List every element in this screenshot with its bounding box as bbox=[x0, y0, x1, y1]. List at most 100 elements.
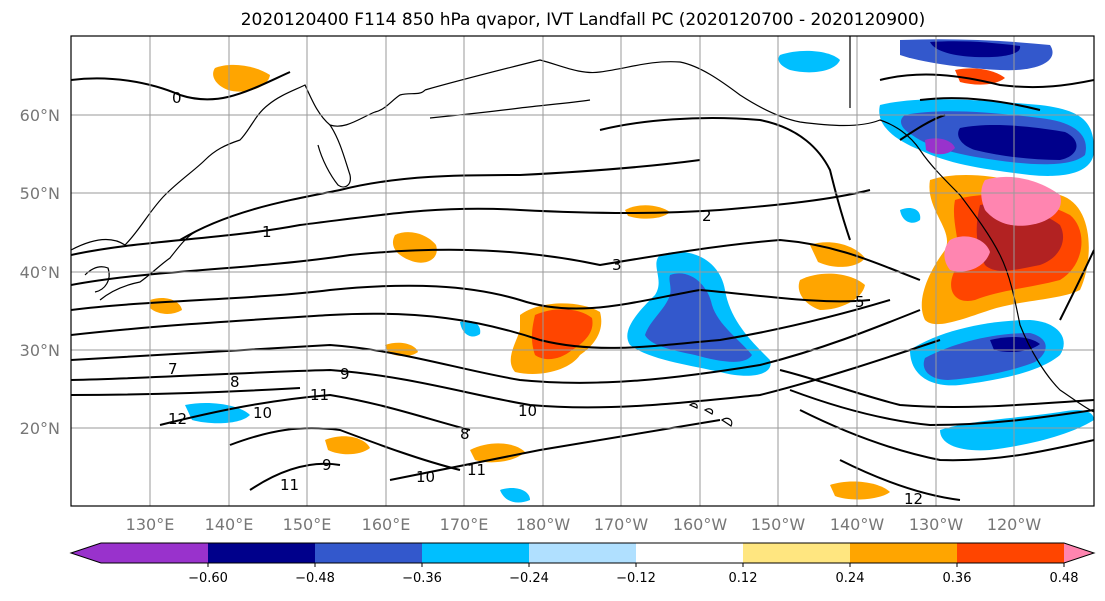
positive-anomaly-patch bbox=[213, 64, 270, 92]
contour-line bbox=[789, 389, 1094, 427]
contour-line bbox=[1059, 249, 1094, 321]
contour-label: 10 bbox=[416, 468, 435, 486]
contour-line bbox=[919, 97, 1041, 111]
colorbar-extension-low bbox=[71, 543, 208, 563]
colorbar-swatch bbox=[422, 543, 530, 563]
contour-line bbox=[71, 309, 921, 384]
contour-line bbox=[599, 117, 851, 241]
negative-anomaly-patch bbox=[925, 138, 955, 155]
negative-anomaly-patch bbox=[958, 125, 1077, 160]
contour-line bbox=[71, 238, 921, 286]
contour-line bbox=[779, 369, 1094, 409]
contour-label: 11 bbox=[280, 476, 299, 494]
korea-coastline bbox=[84, 266, 110, 293]
colorbar: −0.60 −0.48 −0.36 −0.24 −0.12 0.12 0.24 0.36 0.4… bbox=[69, 542, 1096, 586]
contour-lines bbox=[71, 71, 1094, 501]
positive-anomaly-patch bbox=[810, 242, 865, 267]
positive-anomaly-patch bbox=[470, 443, 525, 463]
lon-label: 120°W bbox=[987, 515, 1042, 534]
lat-label: 40°N bbox=[20, 263, 60, 282]
contour-label: 9 bbox=[322, 456, 332, 474]
lat-label: 30°N bbox=[20, 341, 60, 360]
contour-label: 9 bbox=[340, 365, 350, 383]
contour-label: 8 bbox=[230, 373, 240, 391]
contour-line bbox=[229, 427, 461, 471]
negative-anomaly-patch bbox=[900, 208, 921, 223]
contour-label: 7 bbox=[168, 360, 178, 378]
contour-line bbox=[71, 339, 941, 409]
positive-anomaly-patch bbox=[531, 309, 593, 360]
alaska-coastline bbox=[424, 59, 1001, 256]
lon-label: 170°W bbox=[594, 515, 649, 534]
negative-anomaly-patch bbox=[500, 488, 530, 503]
lon-label: 140°E bbox=[205, 515, 254, 534]
contour-line bbox=[899, 114, 946, 141]
colorbar-swatch bbox=[957, 543, 1065, 563]
contour-line bbox=[71, 299, 891, 349]
colorbar-tick-label: 0.36 bbox=[943, 571, 972, 586]
contour-line bbox=[71, 189, 871, 256]
contour-label: 0 bbox=[172, 89, 182, 107]
colorbar-tick-label: 0.12 bbox=[729, 571, 758, 586]
colorbar-swatch bbox=[315, 543, 423, 563]
positive-anomaly-patch bbox=[944, 236, 990, 272]
contour-label: 8 bbox=[460, 425, 470, 443]
coastlines bbox=[71, 36, 1094, 427]
contour-label: 2 bbox=[702, 207, 712, 225]
colorbar-swatch bbox=[636, 543, 744, 563]
contour-line bbox=[839, 459, 961, 501]
contour-label: 5 bbox=[855, 293, 865, 311]
lon-label: 170°E bbox=[440, 515, 489, 534]
contour-label: 1 bbox=[262, 223, 272, 241]
negative-anomaly-patch bbox=[940, 410, 1094, 451]
kamchatka-coastline bbox=[317, 124, 351, 188]
negative-anomaly-patch bbox=[930, 41, 1021, 58]
colorbar-outline bbox=[69, 542, 1096, 564]
colorbar-tick-label: 0.48 bbox=[1050, 571, 1079, 586]
gridlines bbox=[71, 36, 1094, 506]
longitude-labels: 130°E 140°E 150°E 160°E 170°E 180°W 170°… bbox=[126, 515, 1042, 534]
positive-anomaly-patch bbox=[392, 232, 437, 263]
positive-anomaly-patch bbox=[981, 176, 1061, 226]
contour-line bbox=[879, 73, 1094, 89]
positive-anomaly-patch bbox=[325, 436, 370, 455]
japan-coastline bbox=[99, 231, 196, 301]
lon-label: 140°W bbox=[830, 515, 885, 534]
lon-label: 150°W bbox=[751, 515, 806, 534]
colorbar-extension-high bbox=[1064, 543, 1094, 563]
lon-label: 150°E bbox=[283, 515, 332, 534]
colorbar-tick-label: −0.60 bbox=[188, 571, 228, 586]
colorbar-swatch bbox=[208, 543, 316, 563]
contour-line bbox=[159, 393, 471, 431]
hawaii-coastline bbox=[688, 402, 733, 427]
lon-label: 160°W bbox=[673, 515, 728, 534]
north-america-coastline bbox=[999, 254, 1094, 413]
contour-label: 10 bbox=[253, 404, 272, 422]
contour-line bbox=[71, 284, 871, 311]
colorbar-tick-label: −0.36 bbox=[402, 571, 442, 586]
negative-anomaly-patch bbox=[460, 320, 481, 337]
positive-anomaly-patch bbox=[955, 68, 1005, 85]
contour-line bbox=[71, 387, 301, 396]
negative-anomaly-patch bbox=[778, 50, 840, 73]
asia-coastline bbox=[71, 84, 426, 251]
map-frame bbox=[70, 35, 1095, 507]
colorbar-tick-label: −0.12 bbox=[616, 571, 656, 586]
map-panel: 0 1 2 3 5 7 8 9 10 11 12 12 10 8 9 10 11… bbox=[70, 35, 1095, 507]
lon-label: 130°W bbox=[909, 515, 964, 534]
contour-labels: 0 1 2 3 5 7 8 9 10 11 12 12 10 8 9 10 11… bbox=[168, 89, 923, 506]
colorbar-tick-label: 0.24 bbox=[836, 571, 865, 586]
figure-title: 2020120400 F114 850 hPa qvapor, IVT Land… bbox=[241, 10, 926, 30]
contour-line bbox=[179, 159, 701, 241]
contour-line bbox=[71, 71, 291, 101]
lat-label: 60°N bbox=[20, 106, 60, 125]
latitude-labels: 60°N 50°N 40°N 30°N 20°N bbox=[20, 106, 60, 438]
colorbar-swatch bbox=[743, 543, 851, 563]
colorbar-swatch bbox=[529, 543, 637, 563]
lon-label: 180°W bbox=[516, 515, 571, 534]
contour-line bbox=[389, 419, 721, 481]
positive-anomaly-patch bbox=[830, 481, 890, 500]
contour-label: 12 bbox=[168, 410, 187, 428]
colorbar-tick-label: −0.24 bbox=[509, 571, 549, 586]
